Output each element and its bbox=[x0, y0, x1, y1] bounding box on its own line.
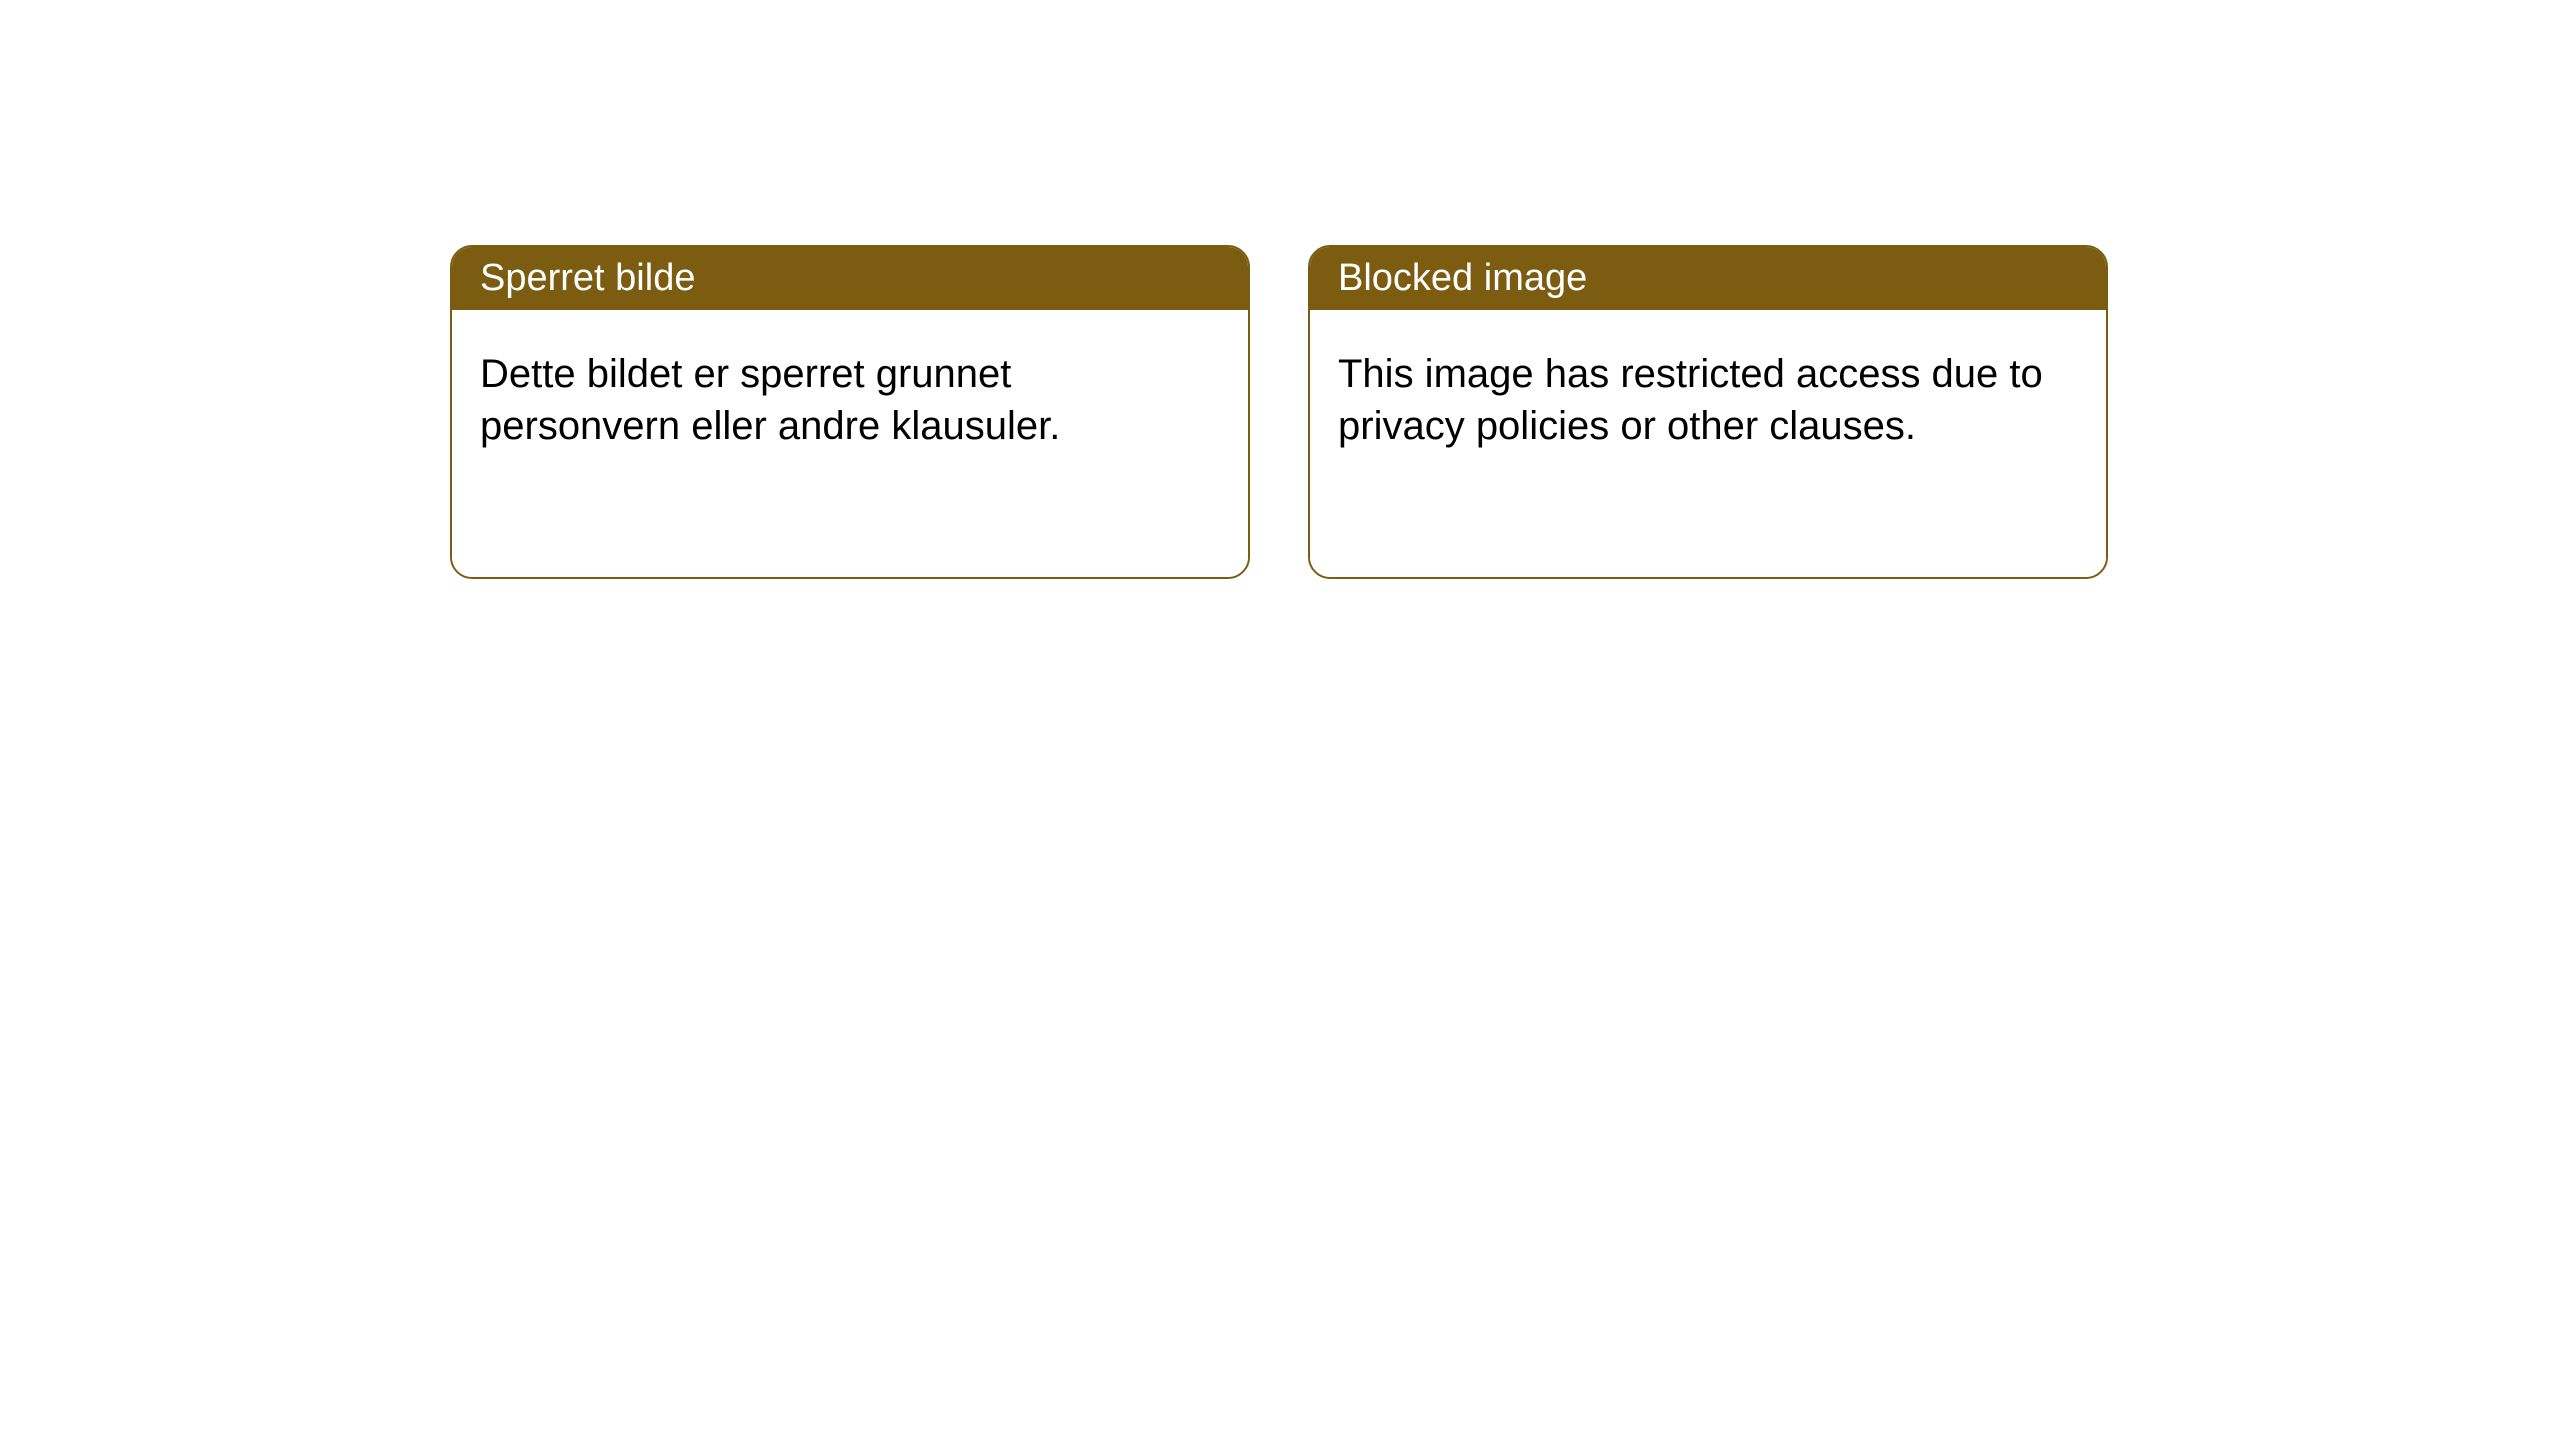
card-body-text: Dette bildet er sperret grunnet personve… bbox=[480, 352, 1060, 448]
card-title: Sperret bilde bbox=[480, 257, 695, 299]
info-card-english: Blocked image This image has restricted … bbox=[1308, 245, 2108, 579]
info-card-norwegian: Sperret bilde Dette bildet er sperret gr… bbox=[450, 245, 1250, 579]
card-body: This image has restricted access due to … bbox=[1310, 310, 2106, 577]
card-body-text: This image has restricted access due to … bbox=[1338, 352, 2043, 448]
card-header: Blocked image bbox=[1310, 247, 2106, 310]
card-title: Blocked image bbox=[1338, 257, 1587, 299]
info-card-container: Sperret bilde Dette bildet er sperret gr… bbox=[450, 245, 2108, 579]
card-body: Dette bildet er sperret grunnet personve… bbox=[452, 310, 1248, 577]
card-header: Sperret bilde bbox=[452, 247, 1248, 310]
